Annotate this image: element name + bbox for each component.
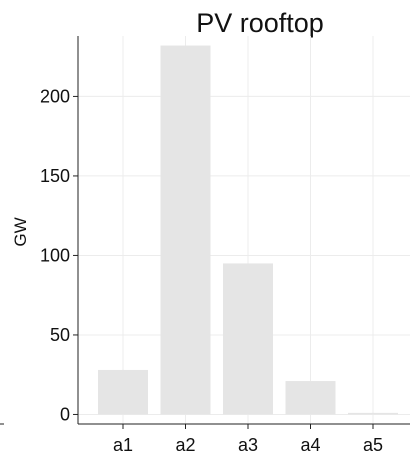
y-ticks: 0 50 100 150 200 [40, 86, 78, 424]
bar-a2 [160, 45, 211, 415]
bar-a3 [223, 263, 273, 415]
y-tick-label: 100 [40, 245, 70, 265]
chart-title: PV rooftop [196, 8, 324, 38]
y-axis-label: GW [11, 217, 30, 246]
x-tick-label: a4 [300, 435, 320, 455]
x-tick-label: a2 [175, 435, 195, 455]
bars [98, 45, 398, 415]
y-tick-label: 50 [50, 325, 70, 345]
bar-a5 [348, 412, 398, 415]
y-tick-label: 150 [40, 166, 70, 186]
bar-a1 [98, 369, 148, 415]
x-tick-label: a3 [238, 435, 258, 455]
y-tick-label: 0 [60, 404, 70, 424]
x-tick-label: a1 [113, 435, 133, 455]
x-ticks: a1 a2 a3 a4 a5 [113, 424, 383, 455]
x-tick-label: a5 [363, 435, 383, 455]
y-tick-label: 200 [40, 86, 70, 106]
bar-a4 [285, 381, 336, 415]
